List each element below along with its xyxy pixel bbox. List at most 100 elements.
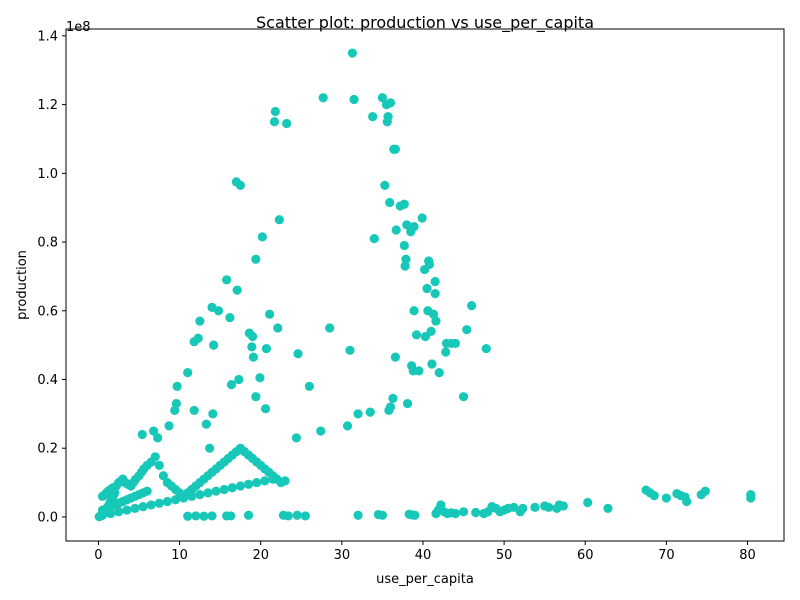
data-point (391, 225, 401, 235)
data-point (385, 98, 396, 108)
data-point (122, 505, 132, 515)
data-point (401, 254, 411, 264)
data-point (234, 374, 244, 385)
data-point (409, 221, 419, 232)
data-point (153, 433, 163, 443)
data-point (283, 511, 293, 521)
data-point (462, 325, 472, 335)
data-point (431, 316, 441, 326)
data-point (227, 483, 237, 493)
data-point (661, 493, 671, 503)
x-axis-title: use_per_capita (376, 572, 474, 587)
data-point (434, 368, 444, 378)
data-point (189, 405, 199, 416)
data-point (219, 484, 229, 495)
data-point (158, 471, 168, 481)
data-point (251, 254, 261, 264)
data-point (746, 493, 756, 503)
data-point (282, 118, 292, 129)
data-point (203, 488, 213, 498)
data-point (369, 234, 379, 244)
data-point (380, 180, 390, 190)
x-tick-label: 50 (496, 548, 513, 563)
data-point (402, 398, 413, 409)
data-point (273, 323, 283, 333)
chart-title: Scatter plot: production vs use_per_capi… (256, 13, 594, 33)
data-point (226, 380, 237, 390)
data-point (222, 275, 232, 285)
data-point (232, 285, 242, 295)
x-tick-label: 20 (252, 548, 269, 563)
data-point (270, 106, 280, 117)
data-point (209, 340, 219, 350)
data-point (171, 398, 181, 409)
x-tick-label: 70 (658, 548, 675, 563)
data-point (280, 476, 290, 486)
data-point (399, 240, 409, 251)
data-point (199, 511, 209, 521)
data-point (411, 330, 422, 340)
data-point (208, 409, 218, 419)
data-point (195, 316, 205, 326)
data-point (260, 404, 271, 414)
y-tick-label: 1.2 (37, 98, 58, 113)
data-point (293, 349, 303, 359)
data-point (385, 402, 396, 412)
y-tick-label: 0.6 (37, 304, 58, 319)
data-point (142, 486, 152, 496)
data-point (269, 117, 280, 127)
data-point (518, 503, 528, 513)
data-point (170, 495, 181, 505)
data-point (409, 306, 419, 316)
y-tick-label: 0.0 (37, 510, 58, 525)
x-tick-label: 10 (171, 548, 188, 563)
data-point (187, 491, 197, 501)
data-point (544, 502, 554, 512)
data-point (388, 393, 398, 403)
data-point (251, 392, 261, 402)
data-point (137, 429, 147, 440)
data-point (191, 511, 201, 521)
data-point (247, 342, 257, 352)
data-point (365, 407, 375, 417)
data-point (106, 508, 116, 519)
data-point (205, 443, 215, 453)
x-tick-label: 40 (415, 548, 432, 563)
data-point (274, 215, 284, 225)
data-point (213, 306, 224, 316)
data-point (225, 313, 235, 323)
data-point (260, 476, 270, 486)
data-point (441, 347, 451, 357)
data-point (682, 496, 692, 507)
data-point (700, 486, 710, 496)
data-point (471, 507, 481, 518)
data-point (467, 301, 477, 311)
data-point (399, 199, 409, 209)
data-point (243, 479, 254, 489)
data-point (211, 486, 221, 496)
data-point (183, 368, 193, 378)
data-point (417, 213, 427, 223)
data-point (583, 497, 593, 508)
data-point (235, 180, 246, 190)
data-point (377, 510, 388, 520)
data-point (347, 48, 357, 58)
data-point (509, 502, 519, 512)
data-point (368, 112, 378, 122)
data-point (458, 392, 469, 402)
data-point (400, 261, 410, 271)
data-point (430, 276, 440, 287)
data-point (481, 343, 491, 354)
data-point (325, 323, 335, 333)
y-tick-label: 0.4 (37, 373, 58, 388)
data-point (377, 93, 388, 103)
data-point (130, 503, 140, 513)
data-point (164, 421, 174, 431)
data-point (243, 510, 254, 520)
data-point (292, 510, 302, 520)
x-tick-label: 30 (334, 548, 351, 563)
y-tick-label: 0.2 (37, 442, 58, 457)
y-offset-label: 1e8 (66, 20, 91, 35)
data-point (530, 502, 540, 512)
